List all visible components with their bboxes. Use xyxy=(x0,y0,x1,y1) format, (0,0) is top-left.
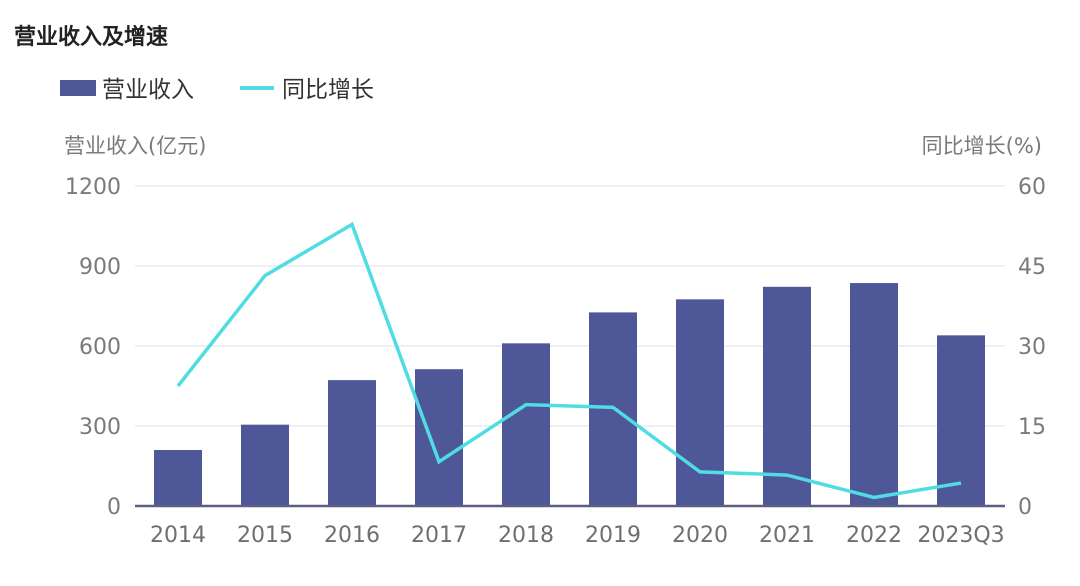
y2-tick-label: 0 xyxy=(1018,495,1032,520)
legend-bar-label: 营业收入 xyxy=(102,77,194,103)
bar-2015 xyxy=(241,424,289,506)
x-tick-label: 2014 xyxy=(150,523,206,548)
bar-2021 xyxy=(763,286,811,506)
x-tick-label: 2020 xyxy=(672,523,728,548)
bar-2022 xyxy=(850,283,898,506)
y2-tick-label: 15 xyxy=(1018,415,1046,440)
y-tick-label: 900 xyxy=(79,255,121,280)
bar-2018 xyxy=(502,343,550,506)
y2-axis-title: 同比增长(%) xyxy=(922,134,1042,158)
x-tick-label: 2019 xyxy=(585,523,641,548)
bar-2017 xyxy=(415,369,463,506)
legend-bar-swatch xyxy=(60,80,96,96)
x-tick-label: 2023Q3 xyxy=(917,523,1004,548)
y-tick-label: 300 xyxy=(79,415,121,440)
x-ticks: 2014 2015 2016 2017 2018 2019 2020 2021 2022 2023… xyxy=(150,523,1005,548)
x-tick-label: 2022 xyxy=(846,523,902,548)
y2-tick-label: 60 xyxy=(1018,175,1046,200)
x-tick-label: 2016 xyxy=(324,523,380,548)
bar-2020 xyxy=(676,299,724,506)
bar-2014 xyxy=(154,450,202,506)
y2-tick-label: 45 xyxy=(1018,255,1046,280)
x-tick-label: 2015 xyxy=(237,523,293,548)
bars xyxy=(154,283,985,506)
growth-line-group xyxy=(176,221,962,500)
legend-line-label: 同比增长 xyxy=(282,77,374,103)
growth-line xyxy=(176,221,962,500)
y-axis-title: 营业收入(亿元) xyxy=(64,134,206,158)
y-tick-label: 0 xyxy=(107,495,121,520)
bar-2016 xyxy=(328,380,376,506)
y-tick-label: 600 xyxy=(79,335,121,360)
x-tick-label: 2017 xyxy=(411,523,467,548)
x-tick-label: 2018 xyxy=(498,523,554,548)
y-ticks: 0 300 600 900 1200 xyxy=(65,175,121,520)
bar-2023Q3 xyxy=(937,335,985,506)
y2-ticks: 0 15 30 45 60 xyxy=(1018,175,1046,520)
chart-title: 营业收入及增速 xyxy=(14,24,168,50)
x-tick-label: 2021 xyxy=(759,523,815,548)
y-tick-label: 1200 xyxy=(65,175,121,200)
y2-tick-label: 30 xyxy=(1018,335,1046,360)
